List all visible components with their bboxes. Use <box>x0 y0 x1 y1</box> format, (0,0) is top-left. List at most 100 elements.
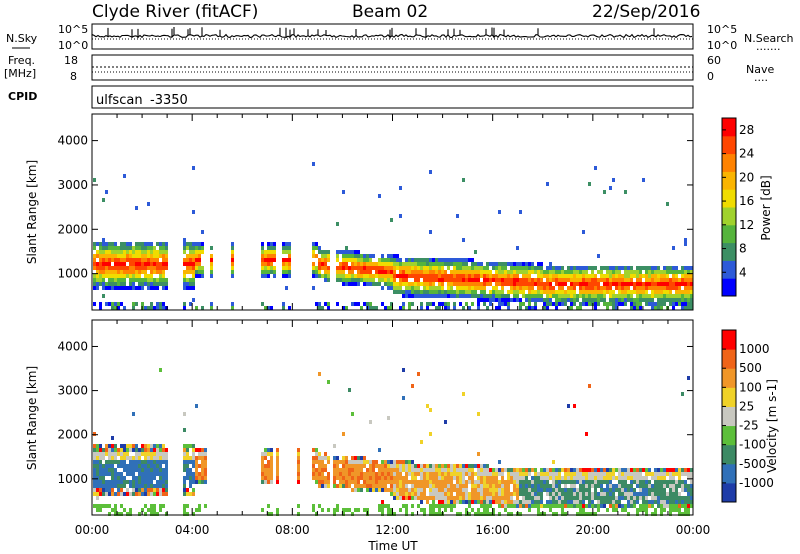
cell <box>519 306 522 310</box>
cell <box>141 246 144 250</box>
cell <box>543 476 546 480</box>
cell <box>315 476 318 480</box>
cell <box>183 412 186 416</box>
cell <box>429 496 432 500</box>
cell <box>558 492 561 496</box>
cell <box>591 472 594 476</box>
freq-unit: [MHz] <box>4 67 36 80</box>
cell <box>549 302 552 306</box>
cell <box>585 476 588 480</box>
cell <box>591 480 594 484</box>
cell <box>516 274 519 278</box>
cell <box>666 290 669 294</box>
cell <box>675 270 678 274</box>
cell <box>498 298 501 302</box>
cell <box>582 484 585 488</box>
cell <box>141 270 144 274</box>
cell <box>462 270 465 274</box>
cell <box>420 274 423 278</box>
cell <box>405 274 408 278</box>
cell <box>96 456 99 460</box>
cell <box>459 266 462 270</box>
cell <box>162 274 165 278</box>
cell <box>636 472 639 476</box>
cell <box>570 472 573 476</box>
cell <box>621 480 624 484</box>
cell <box>567 274 570 278</box>
cell <box>681 504 684 508</box>
cell <box>411 496 414 500</box>
cell <box>132 492 135 496</box>
cell <box>552 484 555 488</box>
cell <box>660 488 663 492</box>
cell <box>108 258 111 262</box>
cell <box>570 290 573 294</box>
cell <box>525 484 528 488</box>
cell <box>597 282 600 286</box>
cell <box>528 504 531 508</box>
cell <box>111 476 114 480</box>
cell <box>573 504 576 508</box>
cell <box>423 282 426 286</box>
cell <box>456 496 459 500</box>
cell <box>120 472 123 476</box>
cell <box>432 262 435 266</box>
cell <box>384 270 387 274</box>
cell <box>537 504 540 508</box>
cell <box>651 496 654 500</box>
cell <box>675 278 678 282</box>
cell <box>147 464 150 468</box>
cell <box>429 512 432 516</box>
cell <box>516 484 519 488</box>
cell <box>555 512 558 516</box>
cell <box>108 504 111 508</box>
cell <box>453 488 456 492</box>
cell <box>324 258 327 262</box>
cell <box>192 274 195 278</box>
cell <box>384 464 387 468</box>
cell <box>510 504 513 508</box>
cell <box>543 484 546 488</box>
freq-label: Freq. <box>8 54 35 67</box>
cell <box>99 480 102 484</box>
cell <box>483 294 486 298</box>
cell <box>504 274 507 278</box>
cell <box>267 266 270 270</box>
cell <box>381 468 384 472</box>
cell <box>657 290 660 294</box>
cell <box>96 282 99 286</box>
cell <box>396 266 399 270</box>
cell <box>132 254 135 258</box>
cell <box>372 488 375 492</box>
cell <box>429 302 432 306</box>
cell <box>387 488 390 492</box>
cell <box>546 306 549 310</box>
cell <box>357 484 360 488</box>
cell <box>435 480 438 484</box>
cell <box>123 274 126 278</box>
cell <box>543 472 546 476</box>
cell <box>156 448 159 452</box>
cell <box>549 270 552 274</box>
cell <box>129 250 132 254</box>
cell <box>570 270 573 274</box>
cell <box>96 262 99 266</box>
cell <box>408 464 411 468</box>
cell <box>420 488 423 492</box>
cell <box>510 472 513 476</box>
cell <box>96 250 99 254</box>
cell <box>96 266 99 270</box>
cell <box>537 262 540 266</box>
cell <box>690 496 693 500</box>
cell <box>495 298 498 302</box>
cell <box>483 270 486 274</box>
cell <box>513 488 516 492</box>
cell <box>156 444 159 448</box>
cell <box>450 278 453 282</box>
cell <box>96 468 99 472</box>
cell <box>153 258 156 262</box>
cell <box>576 294 579 298</box>
cell <box>282 270 285 274</box>
cell <box>378 266 381 270</box>
cell <box>591 290 594 294</box>
